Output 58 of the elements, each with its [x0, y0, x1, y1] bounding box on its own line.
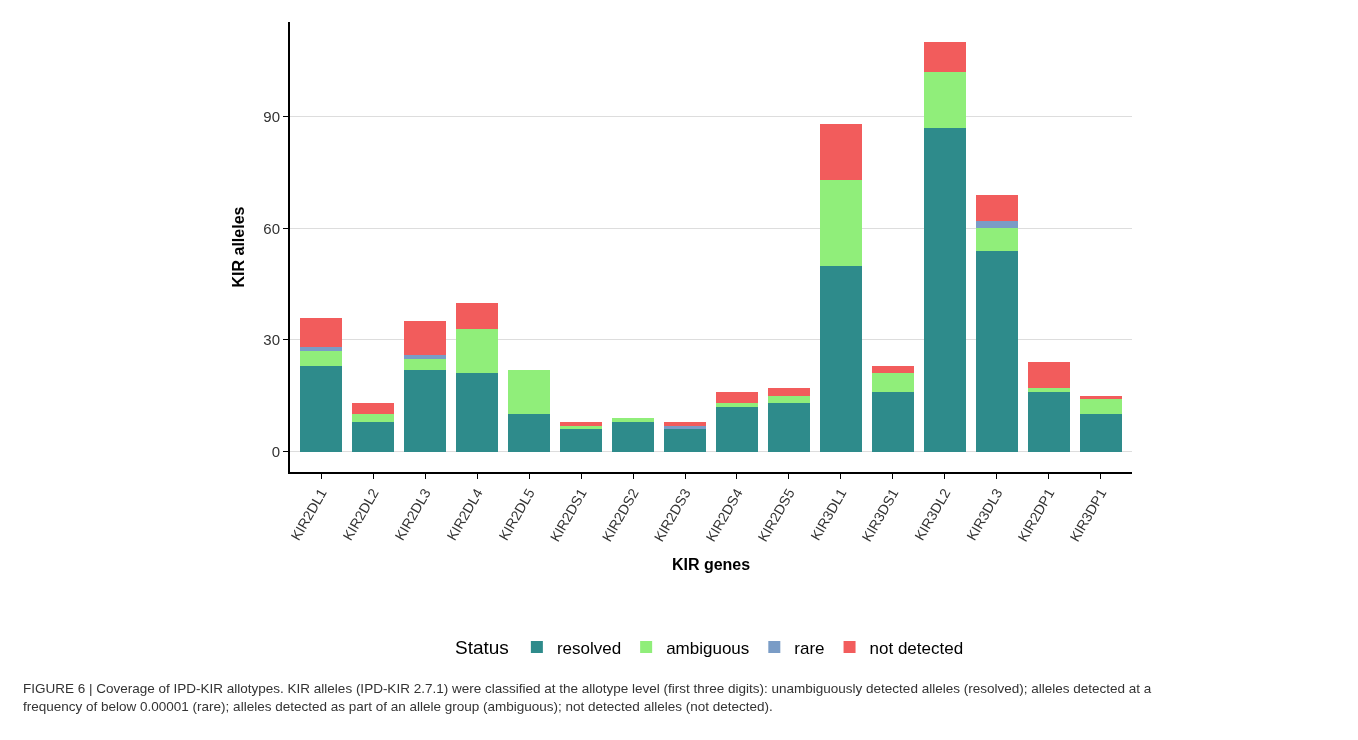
bar [456, 328, 498, 374]
bar [716, 403, 758, 407]
bar [768, 403, 810, 452]
bar [508, 369, 550, 415]
legend-label: ambiguous [666, 638, 750, 658]
bar [560, 421, 602, 426]
caption: FIGURE 6 | Coverage of IPD-KIR allotypes. KIR alleles (IPD-KIR 2.7.1) were classified at the allotype level (first three digits): unambiguously detected alleles (resolved); alleles detected at a frequency of below 0.00001 (rare); alleles detected as part of an allele group (ambiguous); not detected alleles (not detected). [23, 681, 1152, 714]
y-tick-label: 0 [271, 442, 280, 460]
bar [1080, 414, 1122, 452]
bar [404, 358, 446, 370]
bar [1028, 362, 1070, 389]
bar [352, 421, 394, 452]
bar [716, 392, 758, 404]
bar [612, 421, 654, 452]
bar [872, 373, 914, 393]
x-axis-title: KIR genes [671, 555, 751, 573]
bar [404, 369, 446, 452]
legend-title: Status [455, 637, 509, 659]
y-tick-label: 90 [263, 108, 280, 126]
bar [352, 403, 394, 415]
bar [924, 127, 966, 452]
legend-label: resolved [556, 638, 622, 658]
bar [924, 42, 966, 73]
y-tick-label: 60 [263, 219, 280, 237]
bar [456, 302, 498, 329]
bar [560, 429, 602, 452]
bar [976, 220, 1018, 229]
bar [820, 265, 862, 452]
bar [768, 388, 810, 396]
bar [300, 351, 342, 367]
bar [1028, 392, 1070, 452]
bar [404, 354, 446, 359]
bar [664, 429, 706, 452]
y-tick-label: 30 [263, 331, 280, 349]
bar [976, 250, 1018, 452]
bar [976, 228, 1018, 251]
bar [404, 321, 446, 355]
bar [820, 124, 862, 181]
bar [716, 406, 758, 452]
bar [1080, 399, 1122, 415]
bar [300, 347, 342, 352]
bar [768, 395, 810, 404]
bar [976, 194, 1018, 221]
bar [664, 421, 706, 426]
bar [352, 414, 394, 422]
bar [872, 366, 914, 374]
legend-label: not detected [869, 638, 964, 658]
bar [508, 414, 550, 452]
bar [924, 72, 966, 128]
bar [456, 373, 498, 452]
bar [872, 392, 914, 452]
legend-label: rare [794, 638, 825, 658]
bar [612, 418, 654, 422]
y-axis-title: KIR alleles [229, 206, 247, 288]
bar [300, 366, 342, 452]
bar [300, 317, 342, 348]
bar [820, 180, 862, 266]
bar [1028, 388, 1070, 393]
